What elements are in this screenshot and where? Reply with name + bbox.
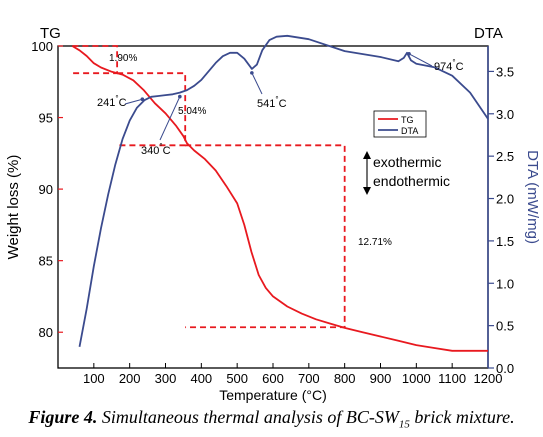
caption-text-end: brick mixture. bbox=[414, 407, 515, 427]
right-tick-label: 2.5 bbox=[496, 149, 514, 164]
annotation-temp-241: 241°C bbox=[97, 94, 127, 109]
annotation-190: 1.90% bbox=[109, 53, 137, 64]
series-line-dta bbox=[78, 34, 489, 347]
right-tick-label: 0.0 bbox=[496, 361, 514, 376]
plot-frame bbox=[57, 45, 489, 369]
annotation-exothermic: exothermic bbox=[373, 154, 441, 170]
right-tick-label: 3.5 bbox=[496, 64, 514, 79]
x-tick-label: 100 bbox=[83, 371, 105, 386]
temp-arrow-line bbox=[124, 98, 143, 105]
x-tick-label: 400 bbox=[190, 371, 212, 386]
left-tick-label: 85 bbox=[39, 254, 53, 269]
temp-arrow-tip bbox=[140, 97, 145, 102]
annotation-temp-340: 340°C bbox=[141, 142, 171, 157]
left-tick-label: 100 bbox=[31, 39, 53, 54]
x-axis-label: Temperature (°C) bbox=[219, 387, 327, 403]
x-tick-label: 900 bbox=[370, 371, 392, 386]
series-layer bbox=[71, 34, 489, 352]
x-tick-label: 500 bbox=[226, 371, 248, 386]
mass-loss-steps-layer bbox=[72, 45, 346, 329]
x-tick-label: 200 bbox=[119, 371, 141, 386]
right-tick-label: 1.0 bbox=[496, 276, 514, 291]
labels-layer: 100 200 300 400 500 600 700 800 900 1000 1100 1200 T… bbox=[5, 25, 541, 403]
caption-lead: Figure 4. bbox=[28, 407, 98, 427]
left-tick-label: 95 bbox=[39, 111, 53, 126]
x-tick-label: 1200 bbox=[474, 371, 503, 386]
annotation-temp-974: 974°C bbox=[434, 58, 464, 73]
right-axis-label: DTA (mW/mg) bbox=[524, 150, 541, 244]
x-tick-label: 600 bbox=[262, 371, 284, 386]
right-tick-label: 0.5 bbox=[496, 319, 514, 334]
left-tick-label: 90 bbox=[39, 182, 53, 197]
figure-caption: Figure 4. Simultaneous thermal analysis … bbox=[0, 407, 543, 431]
right-axis-corner-label: DTA bbox=[474, 25, 503, 42]
x-tick-label: 300 bbox=[155, 371, 177, 386]
temp-arrow-tip bbox=[407, 51, 411, 56]
arrow-head-up bbox=[363, 151, 371, 159]
temp-arrow-line bbox=[408, 53, 433, 67]
left-axis-label: Weight loss (%) bbox=[5, 155, 22, 260]
right-tick-label: 1.5 bbox=[496, 234, 514, 249]
arrow-head-down bbox=[363, 187, 371, 195]
annotation-1271: 12.71% bbox=[358, 237, 392, 248]
annotation-temp-541: 541°C bbox=[257, 95, 287, 110]
annotation-504: 5.04% bbox=[178, 106, 206, 117]
temp-arrow-line bbox=[251, 72, 263, 95]
plot-frame-layer bbox=[57, 45, 494, 369]
tg-dta-chart: 100 200 300 400 500 600 700 800 900 1000 1100 1200 T… bbox=[5, 25, 541, 403]
caption-text: Simultaneous thermal analysis of BC-SW bbox=[101, 407, 399, 427]
left-tick-label: 80 bbox=[39, 325, 53, 340]
mass-loss-step bbox=[185, 144, 346, 329]
x-tick-label: 1100 bbox=[438, 371, 466, 386]
temp-arrow-line bbox=[159, 96, 181, 141]
x-tick-label: 700 bbox=[298, 371, 320, 386]
series-line-tg bbox=[71, 45, 488, 352]
right-tick-label: 3.0 bbox=[496, 107, 514, 122]
right-tick-label: 2.0 bbox=[496, 192, 514, 207]
mass-loss-step bbox=[117, 72, 187, 147]
legend-label: DTA bbox=[401, 126, 418, 136]
left-axis-corner-label: TG bbox=[40, 25, 61, 42]
temp-arrow-tip bbox=[178, 94, 182, 99]
temp-arrow-tip bbox=[250, 71, 254, 75]
x-tick-label: 800 bbox=[334, 371, 356, 386]
annotation-endothermic: endothermic bbox=[373, 173, 450, 189]
legend-box bbox=[373, 110, 427, 138]
legend-label: TG bbox=[401, 115, 414, 125]
caption-subscript: 15 bbox=[398, 418, 410, 431]
x-tick-label: 1000 bbox=[402, 371, 431, 386]
